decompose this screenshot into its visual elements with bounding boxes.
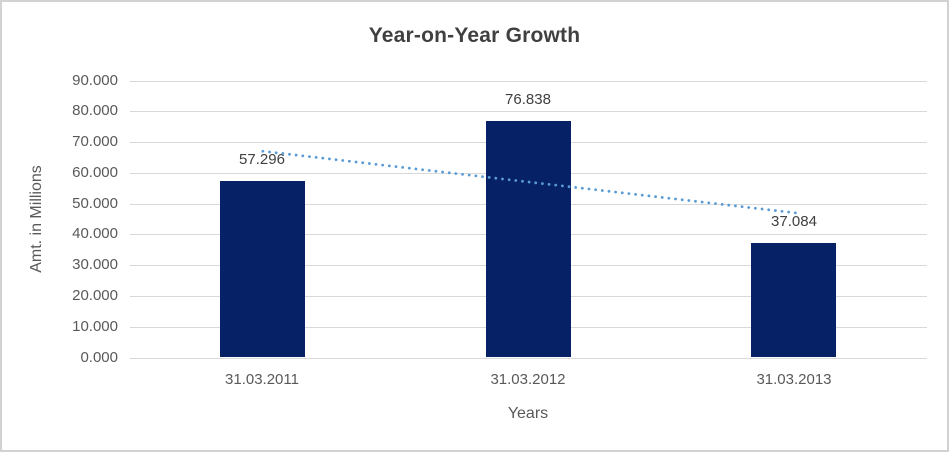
y-tick-label: 50.000 (72, 195, 118, 212)
x-axis-title: Years (507, 405, 549, 422)
y-tick-label: 60.000 (72, 164, 118, 181)
bar-value-label: 37.084 (771, 213, 817, 230)
x-tick-label: 31.03.2011 (225, 371, 299, 388)
gridline (130, 81, 927, 82)
y-tick-label: 80.000 (72, 102, 118, 119)
y-tick-label: 10.000 (72, 318, 118, 335)
x-tick-label: 31.03.2013 (756, 371, 832, 388)
y-tick-label: 20.000 (72, 287, 118, 304)
gridline (130, 111, 927, 112)
x-tick-label: 31.03.2012 (490, 371, 566, 388)
y-tick-label: 90.000 (72, 72, 118, 89)
y-tick-label: 30.000 (72, 256, 118, 273)
bar (220, 181, 305, 357)
y-tick-label: 40.000 (72, 225, 118, 242)
bar (486, 121, 571, 357)
chart-title: Year-on-Year Growth (368, 24, 581, 47)
bar-value-label: 76.838 (505, 91, 551, 108)
bar-value-label: 57.296 (239, 151, 285, 168)
y-tick-label: 70.000 (72, 133, 118, 150)
bar (751, 243, 836, 357)
gridline (130, 358, 927, 359)
y-tick-label: 0.000 (80, 349, 118, 366)
